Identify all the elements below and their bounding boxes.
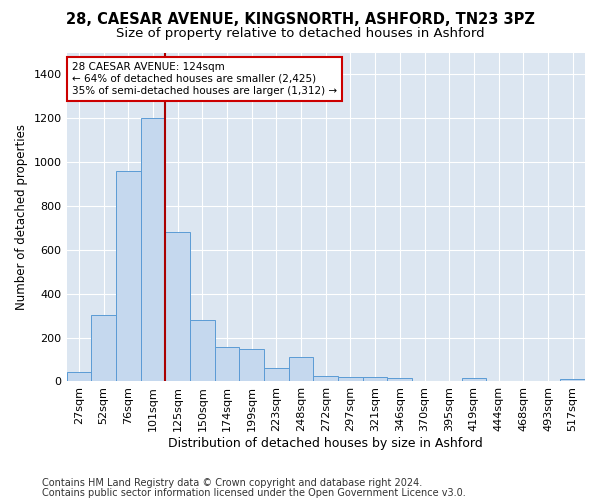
Bar bbox=[313, 376, 338, 382]
Bar bbox=[264, 368, 289, 382]
Bar bbox=[165, 232, 190, 382]
Y-axis label: Number of detached properties: Number of detached properties bbox=[15, 124, 28, 310]
Text: 28, CAESAR AVENUE, KINGSNORTH, ASHFORD, TN23 3PZ: 28, CAESAR AVENUE, KINGSNORTH, ASHFORD, … bbox=[65, 12, 535, 28]
X-axis label: Distribution of detached houses by size in Ashford: Distribution of detached houses by size … bbox=[169, 437, 483, 450]
Text: Size of property relative to detached houses in Ashford: Size of property relative to detached ho… bbox=[116, 28, 484, 40]
Bar bbox=[388, 378, 412, 382]
Bar bbox=[215, 348, 239, 382]
Bar bbox=[363, 377, 388, 382]
Text: Contains public sector information licensed under the Open Government Licence v3: Contains public sector information licen… bbox=[42, 488, 466, 498]
Bar bbox=[140, 118, 165, 382]
Bar bbox=[116, 171, 140, 382]
Bar bbox=[289, 358, 313, 382]
Bar bbox=[91, 314, 116, 382]
Bar bbox=[67, 372, 91, 382]
Text: Contains HM Land Registry data © Crown copyright and database right 2024.: Contains HM Land Registry data © Crown c… bbox=[42, 478, 422, 488]
Bar bbox=[461, 378, 486, 382]
Bar bbox=[338, 377, 363, 382]
Bar bbox=[190, 320, 215, 382]
Text: 28 CAESAR AVENUE: 124sqm
← 64% of detached houses are smaller (2,425)
35% of sem: 28 CAESAR AVENUE: 124sqm ← 64% of detach… bbox=[72, 62, 337, 96]
Bar bbox=[560, 379, 585, 382]
Bar bbox=[239, 348, 264, 382]
